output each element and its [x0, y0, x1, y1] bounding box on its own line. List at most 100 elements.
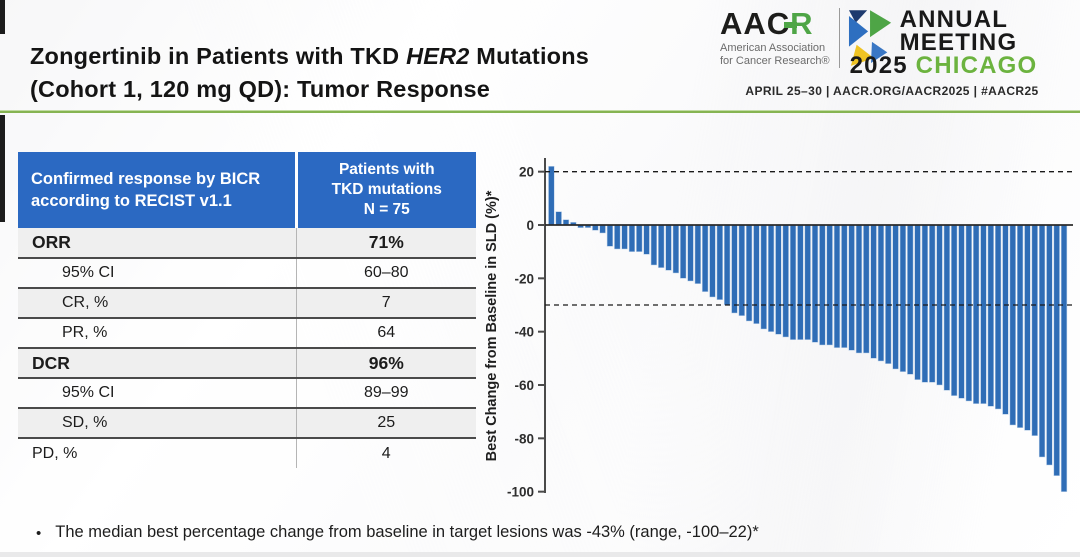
waterfall-bar	[995, 224, 1002, 410]
aacr-dash	[784, 22, 798, 28]
waterfall-bar	[1046, 224, 1053, 466]
y-tick-label: -100	[507, 485, 534, 500]
waterfall-bar	[599, 224, 606, 234]
table-row-dcr-ci: 95% CI 89–99	[18, 378, 476, 409]
meeting-text-block: ANNUAL MEETING 2025 CHICAGO	[850, 6, 1038, 78]
meeting-line-annual: ANNUAL	[899, 6, 1009, 33]
waterfall-bar	[724, 224, 731, 306]
aacr-logo-block: AACR American Association for Cancer Res…	[720, 6, 1064, 99]
waterfall-bar	[848, 224, 855, 351]
waterfall-bar	[709, 224, 716, 298]
title-line-1: Zongertinib in Patients with TKD HER2 Mu…	[30, 43, 590, 69]
table-row-pr: PR, % 64	[18, 318, 476, 349]
waterfall-bar	[892, 224, 899, 370]
waterfall-bar	[943, 224, 950, 391]
waterfall-bar	[687, 224, 694, 282]
waterfall-bar	[753, 224, 760, 324]
waterfall-bar	[680, 224, 687, 279]
aacr-tagline: APRIL 25–30 | AACR.ORG/AACR2025 | #AACR2…	[745, 84, 1039, 98]
waterfall-bar	[658, 224, 665, 268]
waterfall-bar	[694, 224, 701, 284]
waterfall-bar	[665, 224, 672, 271]
meeting-line-year-city: 2025 CHICAGO	[849, 52, 1038, 79]
waterfall-bar	[628, 224, 636, 252]
y-tick-label: -60	[514, 378, 534, 393]
waterfall-bar	[885, 224, 892, 364]
waterfall-bar	[951, 224, 958, 396]
waterfall-bar	[1002, 224, 1009, 415]
aacr-logo-main: AACR American Association for Cancer Res…	[720, 6, 1064, 78]
waterfall-bar	[855, 224, 863, 354]
waterfall-bar	[760, 224, 767, 330]
footnote-text: The median best percentage change from b…	[55, 523, 759, 541]
gene-name-italic: HER2	[406, 43, 470, 69]
waterfall-bar	[636, 224, 643, 252]
waterfall-bar	[555, 211, 562, 226]
waterfall-bar	[745, 224, 753, 322]
waterfall-bar	[1038, 224, 1046, 458]
waterfall-bar	[804, 224, 811, 340]
waterfall-bar	[650, 224, 657, 266]
y-tick-label: 20	[519, 165, 534, 180]
waterfall-bar	[958, 224, 965, 399]
y-tick-label: 0	[526, 218, 534, 233]
waterfall-bar	[643, 224, 650, 255]
waterfall-chart: 20 0 -20 -40 -60 -80 -100 Best Change from Base…	[484, 158, 1073, 500]
y-tick-label: -80	[514, 431, 534, 446]
waterfall-bar	[863, 224, 870, 354]
waterfall-bar	[899, 224, 907, 372]
waterfall-bar	[606, 224, 614, 247]
waterfall-bar	[702, 224, 709, 292]
waterfall-bar	[965, 224, 972, 402]
waterfall-bar	[1016, 224, 1024, 428]
waterfall-bar	[841, 224, 848, 348]
waterfall-bar	[929, 224, 936, 383]
waterfall-bar	[1053, 224, 1060, 476]
waterfall-bar	[870, 224, 877, 359]
waterfall-bar	[1031, 224, 1038, 436]
waterfall-bar	[833, 224, 841, 348]
waterfall-bar	[914, 224, 921, 380]
table-header-criteria: Confirmed response by BICR according to …	[18, 152, 296, 228]
aacr-wordmark-block: AACR American Association for Cancer Res…	[720, 8, 840, 68]
title-line-2: (Cohort 1, 120 mg QD): Tumor Response	[30, 76, 491, 102]
waterfall-bar	[738, 224, 745, 316]
footnote: • The median best percentage change from…	[36, 523, 759, 545]
waterfall-bar	[716, 224, 723, 300]
aacr-wordmark: AACR	[720, 6, 814, 41]
bottom-edge-strip	[0, 552, 1080, 557]
waterfall-bar	[877, 224, 885, 362]
waterfall-bar	[797, 224, 804, 340]
table-row-pd: PD, % 4	[18, 438, 476, 468]
waterfall-bar	[826, 224, 833, 346]
slide-title: Zongertinib in Patients with TKD HER2 Mu…	[30, 40, 589, 106]
y-tick-label: -40	[514, 325, 534, 340]
waterfall-bar	[1009, 224, 1016, 426]
waterfall-bar	[973, 224, 980, 404]
waterfall-bar	[987, 224, 994, 407]
waterfall-bar	[980, 224, 987, 404]
edge-artifact-top	[0, 0, 5, 34]
table-header-population: Patients with TKD mutations N = 75	[294, 152, 476, 228]
waterfall-bar	[921, 224, 928, 383]
waterfall-bar	[548, 166, 555, 226]
waterfall-bar	[1060, 224, 1068, 492]
waterfall-bar	[767, 224, 775, 332]
waterfall-bar	[811, 224, 819, 343]
waterfall-bar	[819, 224, 826, 346]
waterfall-bar	[672, 224, 679, 274]
table-header-row: Confirmed response by BICR according to …	[18, 152, 476, 228]
table-row-cr: CR, % 7	[18, 288, 476, 319]
waterfall-bar	[775, 224, 782, 335]
bullet-icon: •	[36, 525, 42, 542]
waterfall-bar	[621, 224, 628, 250]
table-row-orr: ORR 71%	[18, 228, 476, 259]
aacr-subtext: American Association for Cancer Research…	[720, 42, 830, 67]
meeting-line-meeting: MEETING	[899, 29, 1018, 56]
title-divider-rule	[0, 110, 1080, 113]
table-row-dcr: DCR 96%	[18, 348, 476, 379]
table-row-sd: SD, % 25	[18, 408, 476, 439]
waterfall-bar	[782, 224, 789, 338]
aacr-meeting-logo-mark-icon	[848, 10, 891, 66]
